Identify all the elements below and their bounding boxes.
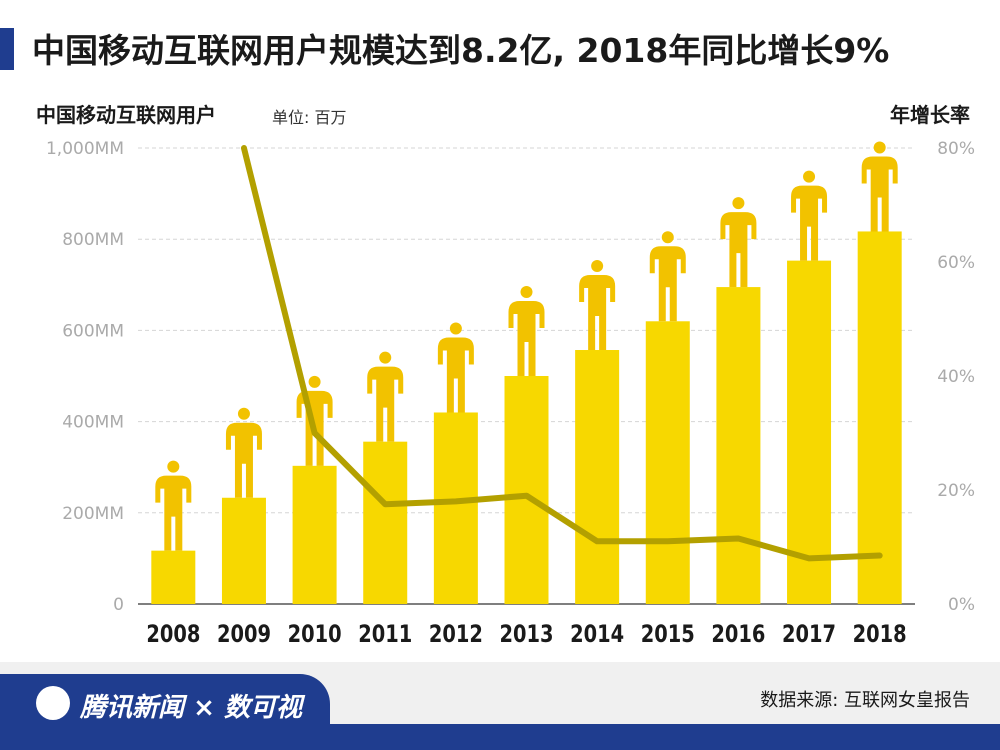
partner-name: 数可视 — [223, 693, 302, 723]
person-head — [732, 197, 745, 210]
person-figure — [720, 212, 757, 288]
title-accent-bar — [0, 28, 14, 70]
x-tick-label: 2017 — [782, 620, 836, 648]
person-figure — [579, 275, 616, 351]
y-tick-label: 0 — [113, 595, 124, 615]
bar — [857, 231, 902, 604]
brand-logo-icon — [36, 686, 70, 720]
x-tick-label: 2016 — [711, 620, 765, 648]
chart-title: 中国移动互联网用户规模达到8.2亿, 2018年同比增长9% — [32, 31, 890, 70]
bar — [151, 550, 196, 604]
y-tick-label: 400MM — [62, 413, 124, 433]
x-tick-label: 2012 — [429, 620, 483, 648]
x-tick-label: 2015 — [641, 620, 695, 648]
person-head — [379, 351, 392, 364]
person-head — [167, 460, 180, 473]
person-figure — [225, 422, 262, 498]
person-head — [873, 141, 886, 154]
y-tick-label: 200MM — [62, 504, 124, 524]
brand-name: 腾讯新闻 — [80, 693, 185, 723]
person-head — [449, 322, 462, 335]
person-figure — [155, 475, 192, 551]
chart-plot: 0 200MM 400MM 600MM 800MM 1,000MM 0% 20% 40% 60% 8… — [46, 139, 975, 648]
person-head — [237, 407, 250, 420]
person-head — [308, 375, 321, 388]
person-figure — [791, 185, 828, 261]
bar — [292, 465, 337, 604]
person-figure — [437, 337, 474, 413]
x-tick-label: 2014 — [570, 620, 624, 648]
source-note: 数据来源: 互联网女皇报告 — [760, 690, 970, 711]
y-tick-label: 1,000MM — [46, 139, 124, 159]
bar — [433, 412, 478, 604]
person-figure — [649, 246, 686, 322]
person-head — [520, 286, 533, 298]
bar — [221, 497, 266, 604]
y-tick-label: 800MM — [62, 230, 124, 250]
y2-tick-label: 80% — [937, 139, 975, 159]
x-tick-label: 2013 — [500, 620, 554, 648]
y2-tick-label: 40% — [937, 367, 975, 387]
left-axis-label: 中国移动互联网用户 — [36, 103, 216, 127]
brand-logo: 腾讯新闻 × 数可视 — [0, 674, 330, 734]
y2-tick-label: 20% — [937, 481, 975, 501]
y2-tick-label: 60% — [937, 253, 975, 273]
person-head — [591, 260, 604, 273]
bar — [787, 260, 832, 604]
bar — [716, 287, 761, 604]
bar — [363, 441, 408, 604]
logo-separator: × — [193, 693, 215, 723]
x-tick-label: 2008 — [146, 620, 200, 648]
growth-line — [240, 145, 883, 562]
person-figure — [508, 301, 545, 376]
right-axis-label: 年增长率 — [890, 103, 970, 127]
x-tick-label: 2011 — [358, 620, 412, 648]
person-head — [661, 231, 674, 244]
person-figure — [861, 156, 898, 232]
x-tick-label: 2018 — [853, 620, 907, 648]
bar — [645, 321, 690, 604]
x-tick-label: 2010 — [288, 620, 342, 648]
person-head — [803, 170, 816, 183]
person-figure — [367, 366, 404, 442]
bar — [575, 350, 620, 604]
unit-label: 单位: 百万 — [272, 108, 347, 127]
y2-tick-label: 0% — [948, 595, 975, 615]
x-tick-label: 2009 — [217, 620, 271, 648]
y-tick-label: 600MM — [62, 321, 124, 341]
bar — [504, 376, 549, 604]
